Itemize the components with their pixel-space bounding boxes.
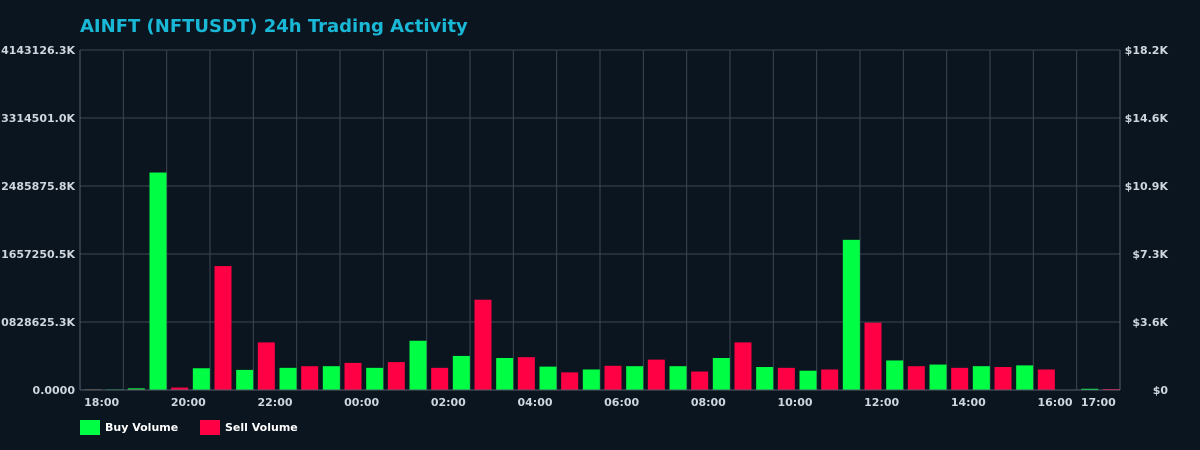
y-left-tick-label: 1657250.5K	[1, 248, 75, 261]
sell-volume-bar	[951, 367, 969, 390]
buy-volume-bar	[149, 172, 167, 390]
buy-volume-bar	[127, 388, 145, 390]
x-tick-label: 12:00	[864, 396, 899, 409]
y-right-tick-label: $7.3K	[1132, 248, 1168, 261]
buy-volume-bar	[669, 366, 687, 390]
y-right-tick-label: $0	[1153, 384, 1169, 397]
x-tick-label: 02:00	[431, 396, 466, 409]
sell-volume-bar	[561, 372, 579, 390]
buy-volume-bar	[972, 366, 990, 390]
sell-volume-bar	[171, 387, 189, 390]
legend: Buy Volume Sell Volume	[80, 420, 298, 435]
sell-volume-bar	[734, 342, 752, 390]
sell-volume-bar	[474, 299, 492, 390]
buy-volume-bar	[582, 369, 600, 390]
buy-legend-label: Buy Volume	[105, 421, 178, 434]
buy-volume-bar	[496, 357, 514, 390]
y-left-tick-label: 3314501.0K	[1, 112, 75, 125]
buy-volume-bar	[279, 367, 297, 390]
sell-volume-bar	[691, 371, 709, 390]
y-left-tick-label: 4143126.3K	[1, 44, 75, 57]
y-right-tick-label: $18.2K	[1125, 44, 1169, 57]
sell-volume-bar	[864, 322, 882, 390]
buy-volume-bar	[539, 366, 557, 390]
sell-volume-bar	[907, 366, 925, 390]
buy-volume-bar	[1081, 388, 1099, 390]
buy-volume-bar	[236, 369, 254, 390]
sell-volume-bar	[604, 365, 622, 390]
sell-volume-bar	[344, 362, 362, 390]
buy-volume-bar	[842, 239, 860, 390]
buy-legend-swatch	[80, 420, 100, 435]
sell-volume-bar	[994, 367, 1012, 390]
x-tick-label: 22:00	[257, 396, 292, 409]
buy-volume-bar	[886, 360, 904, 390]
y-left-tick-label: 0.0000	[33, 384, 76, 397]
y-right-tick-label: $10.9K	[1125, 180, 1169, 193]
buy-volume-bar	[322, 366, 340, 390]
sell-volume-bar	[1037, 369, 1055, 390]
sell-volume-bar	[821, 369, 839, 390]
x-tick-label: 04:00	[517, 396, 552, 409]
buy-volume-bar	[409, 340, 427, 390]
axes: 0.0000 $0 0828625.3K $3.6K 1657250.5K $7.3K 24…	[1, 44, 1168, 409]
x-tick-label: 10:00	[777, 396, 812, 409]
sell-volume-bar	[301, 366, 319, 390]
buy-volume-bar	[712, 357, 730, 390]
sell-volume-bar	[431, 367, 449, 390]
x-tick-label: 16:00	[1037, 396, 1072, 409]
buy-volume-bar	[799, 370, 817, 390]
buy-volume-bar	[452, 355, 470, 390]
y-right-tick-label: $14.6K	[1125, 112, 1169, 125]
gridlines	[79, 49, 1121, 391]
buy-volume-bar	[756, 367, 774, 390]
x-tick-label: 06:00	[604, 396, 639, 409]
chart-title: AINFT (NFTUSDT) 24h Trading Activity	[80, 16, 468, 37]
buy-volume-bar	[626, 366, 644, 390]
sell-legend-swatch	[200, 420, 220, 435]
y-right-tick-label: $3.6K	[1132, 316, 1168, 329]
x-tick-label: 18:00	[84, 396, 119, 409]
y-left-tick-label: 0828625.3K	[1, 316, 75, 329]
buy-volume-bar	[1016, 365, 1034, 390]
sell-legend-label: Sell Volume	[225, 421, 298, 434]
x-tick-label: 20:00	[171, 396, 206, 409]
x-tick-label: 14:00	[951, 396, 986, 409]
sell-volume-bar	[517, 357, 535, 390]
x-tick-label: 17:00	[1081, 396, 1116, 409]
sell-volume-bar	[387, 362, 405, 390]
sell-volume-bar	[647, 359, 665, 390]
x-tick-label: 08:00	[691, 396, 726, 409]
sell-volume-bar	[257, 342, 275, 390]
buy-volume-bar	[366, 367, 384, 390]
sell-volume-bar	[777, 367, 795, 390]
sell-volume-bar	[214, 266, 232, 390]
x-tick-label: 00:00	[344, 396, 379, 409]
bars	[84, 172, 1120, 391]
buy-volume-bar	[192, 368, 210, 390]
buy-volume-bar	[929, 364, 947, 390]
y-left-tick-label: 2485875.8K	[1, 180, 75, 193]
